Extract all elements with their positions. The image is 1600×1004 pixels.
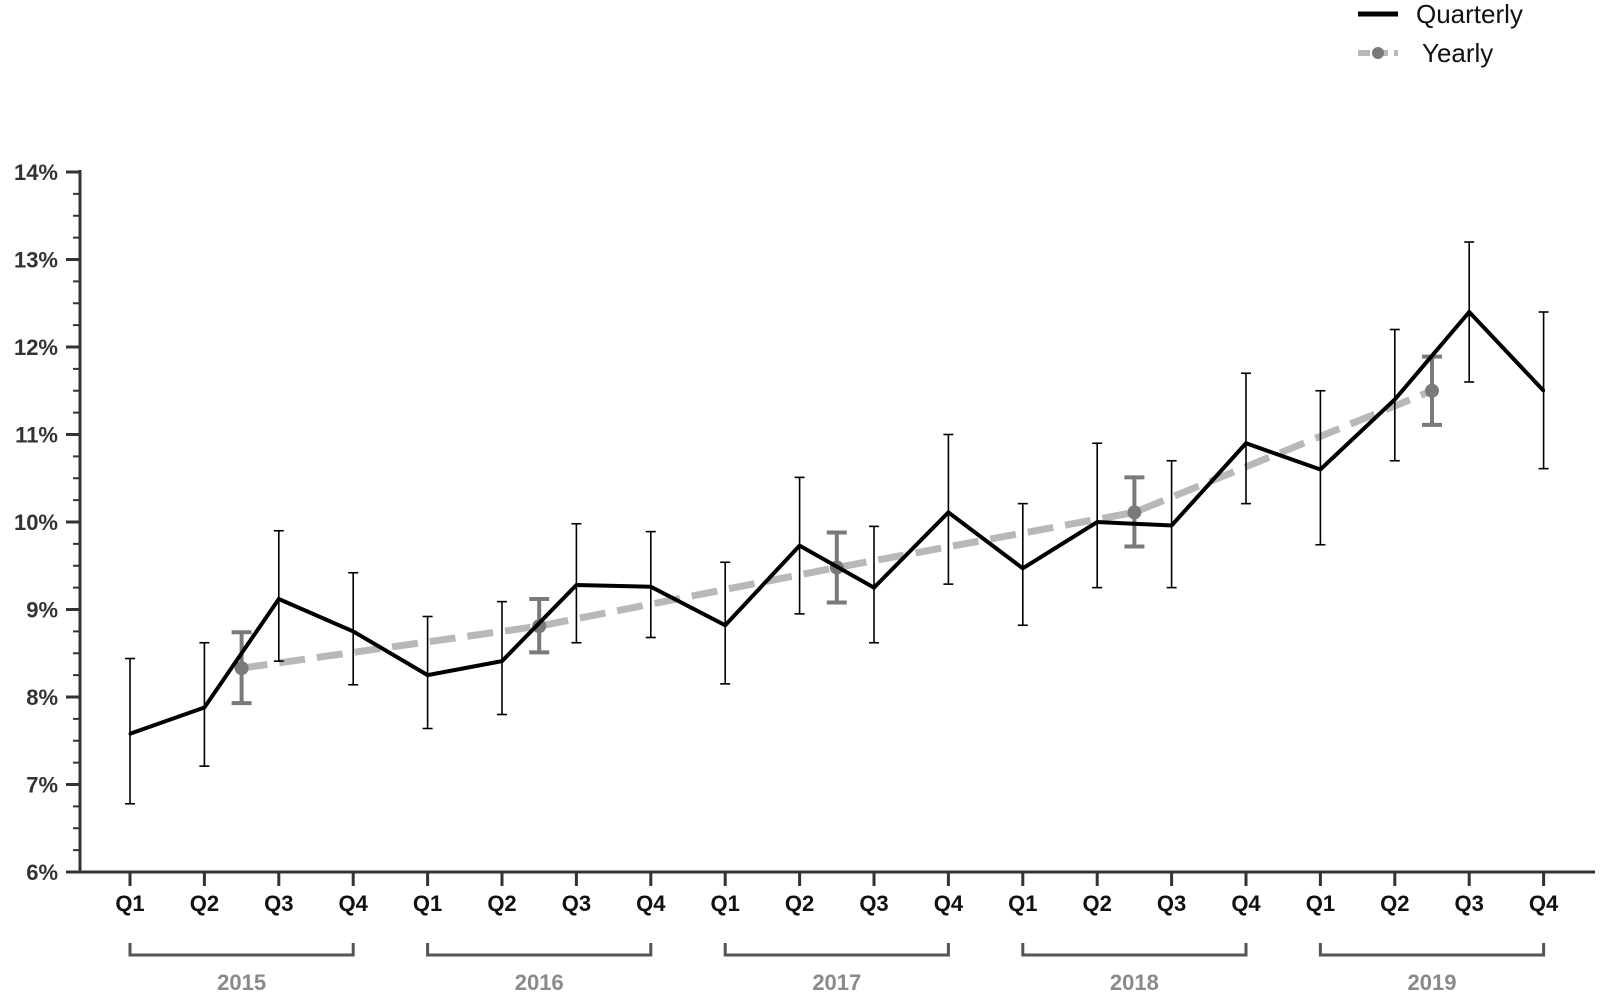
y-tick-label: 12% xyxy=(14,335,58,360)
y-tick-label: 9% xyxy=(26,598,58,623)
y-tick-label: 10% xyxy=(14,510,58,535)
quarterly-point xyxy=(1170,524,1174,527)
quarterly-point xyxy=(426,673,430,677)
axes xyxy=(78,170,1595,874)
x-tick-label: Q1 xyxy=(711,891,740,916)
year-label: 2018 xyxy=(1110,970,1159,995)
yearly-point xyxy=(234,661,249,676)
x-tick-label: Q3 xyxy=(859,891,888,916)
x-tick-label: Q3 xyxy=(1455,891,1484,916)
x-tick-label: Q4 xyxy=(636,891,666,916)
quarterly-point xyxy=(872,586,876,590)
x-tick-label: Q3 xyxy=(562,891,591,916)
quarterly-point xyxy=(128,732,132,736)
year-label: 2015 xyxy=(217,970,266,995)
quarterly-line xyxy=(129,309,1546,736)
quarterly-point xyxy=(1021,566,1025,570)
quarterly-point xyxy=(1393,398,1397,401)
y-tick-label: 14% xyxy=(14,160,58,185)
x-tick-label: Q4 xyxy=(934,891,964,916)
x-tick-label: Q1 xyxy=(413,891,442,916)
yearly-point xyxy=(532,619,547,634)
year-bracket xyxy=(128,943,355,957)
series-layer xyxy=(125,241,1549,805)
x-tick-label: Q1 xyxy=(1306,891,1335,916)
quarterly-point xyxy=(574,583,578,587)
legend: Quarterly Yearly xyxy=(1358,0,1523,68)
year-bracket xyxy=(1318,943,1546,957)
x-tick-label: Q2 xyxy=(1380,891,1409,916)
quarterly-point xyxy=(351,629,355,633)
x-tick-label: Q3 xyxy=(1157,891,1186,916)
x-tick-label: Q2 xyxy=(785,891,814,916)
series-yearly xyxy=(231,354,1442,706)
y-tick-label: 6% xyxy=(26,860,58,885)
year-label: 2016 xyxy=(515,970,564,995)
x-tick-label: Q2 xyxy=(1083,891,1112,916)
year-label: 2019 xyxy=(1408,970,1457,995)
yearly-line xyxy=(241,387,1434,672)
legend-yearly-marker xyxy=(1372,47,1384,59)
quarterly-point xyxy=(1318,468,1322,471)
year-bracket xyxy=(1021,943,1248,957)
quarterly-point xyxy=(723,623,727,627)
x-tick-label: Q1 xyxy=(1008,891,1037,916)
yearly-point xyxy=(1425,383,1439,398)
x-tick-label: Q4 xyxy=(1529,891,1559,916)
series-quarterly xyxy=(125,241,1549,805)
y-tick-label: 13% xyxy=(14,248,58,273)
legend-quarterly-label: Quarterly xyxy=(1416,0,1523,29)
year-brackets: 2015 2016 2017 2018 2019 xyxy=(128,943,1546,995)
legend-yearly-label: Yearly xyxy=(1422,38,1493,68)
quarterly-point xyxy=(1244,441,1248,445)
x-tick-label: Q2 xyxy=(190,891,219,916)
y-tick-label: 8% xyxy=(26,685,58,710)
quarterly-point xyxy=(946,510,950,514)
year-bracket xyxy=(426,943,653,957)
x-tick-label: Q4 xyxy=(339,891,369,916)
quarterly-point xyxy=(277,597,281,601)
year-label: 2017 xyxy=(812,970,861,995)
quarterly-point xyxy=(1095,520,1099,524)
x-tick-label: Q1 xyxy=(115,891,144,916)
x-tick-label: Q2 xyxy=(487,891,516,916)
x-tick-label: Q3 xyxy=(264,891,293,916)
yearly-point xyxy=(1127,505,1142,520)
quarterly-point xyxy=(1542,389,1546,393)
quarterly-point xyxy=(798,544,802,548)
y-axis-ticks: 6% 7% 8% 9% 10% 11% 12% 13% 14% xyxy=(14,160,80,885)
y-tick-label: 7% xyxy=(26,773,58,798)
x-tick-label: Q4 xyxy=(1231,891,1261,916)
quarterly-point xyxy=(202,706,206,709)
quarterly-point xyxy=(500,659,504,663)
y-tick-label: 11% xyxy=(15,423,58,448)
x-axis-ticks: Q1 Q2 Q3 Q4 Q1 Q2 Q3 Q4 Q1 Q2 Q3 Q4 Q1 Q2 Q3 Q4 Q1 Q2 Q3 Q4 xyxy=(115,872,1559,916)
quarterly-point xyxy=(1467,310,1471,314)
quarterly-point xyxy=(649,585,653,589)
year-bracket xyxy=(723,943,950,957)
